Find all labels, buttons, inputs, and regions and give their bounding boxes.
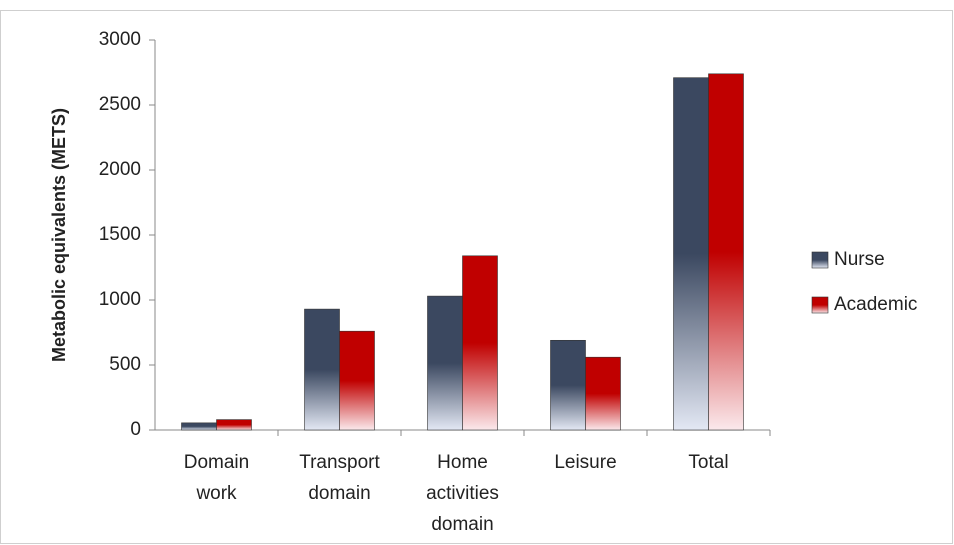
y-tick-label: 500 (109, 354, 141, 375)
x-tick-label: Leisure (554, 452, 616, 473)
bar (304, 308, 340, 431)
bar (550, 339, 586, 431)
bar (427, 295, 463, 431)
y-axis-title: Metabolic equivalents (METS) (49, 108, 69, 362)
x-tick-label: Total (688, 452, 728, 473)
bar (673, 77, 709, 431)
x-tick-label: Transport domain (299, 452, 380, 504)
y-tick-label: 0 (130, 419, 141, 440)
bar (216, 419, 252, 431)
y-tick-label: 1500 (99, 224, 141, 245)
y-tick-label: 3000 (99, 29, 141, 50)
legend-swatch (811, 296, 829, 314)
legend-label: Nurse (834, 249, 885, 270)
x-tick-label: Home activities domain (426, 452, 499, 535)
y-tick-label: 1000 (99, 289, 141, 310)
y-tick-label: 2000 (99, 159, 141, 180)
bar (585, 356, 621, 431)
bar (708, 73, 744, 431)
legend-label: Academic (834, 294, 917, 315)
bar (339, 330, 375, 431)
legend-swatch (811, 251, 829, 269)
x-tick-label: Domain work (184, 452, 249, 504)
bar (462, 255, 498, 431)
y-tick-label: 2500 (99, 94, 141, 115)
bar (181, 422, 217, 431)
